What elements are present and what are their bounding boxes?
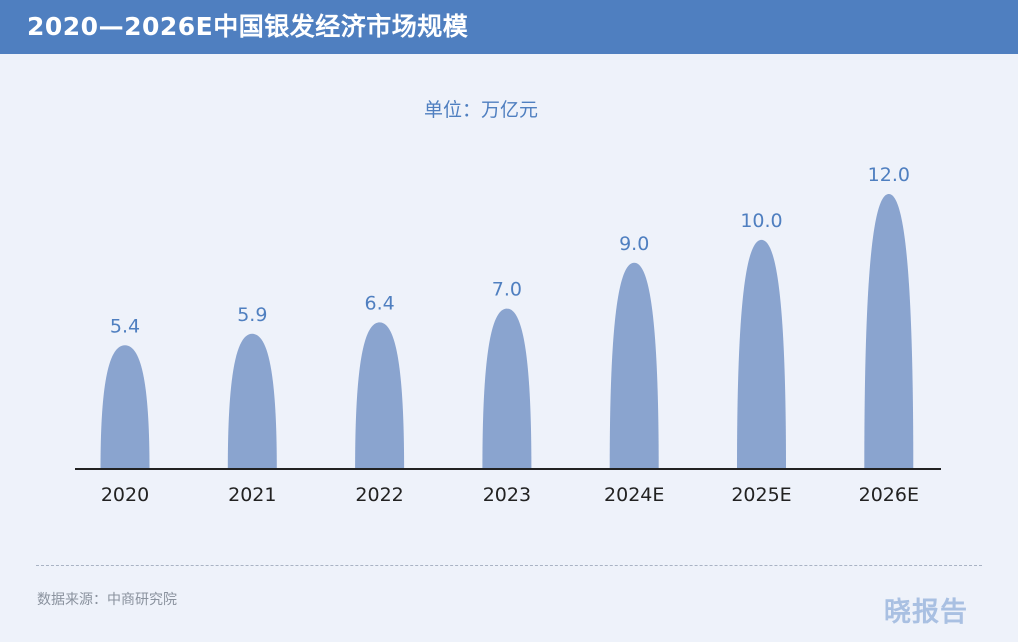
bar-2023	[482, 308, 532, 469]
x-tick-label-2022: 2022	[355, 484, 403, 506]
bar-2025E	[737, 239, 786, 469]
x-tick-label-2020: 2020	[101, 484, 149, 506]
value-label-2024E: 9.0	[619, 233, 649, 255]
x-tick-label-2026E: 2026E	[859, 484, 919, 506]
source-note: 数据来源：中商研究院	[37, 592, 177, 608]
value-label-2021: 5.9	[237, 304, 267, 326]
watermark-logo: 晓报告	[884, 597, 968, 628]
value-label-2025E: 10.0	[740, 210, 782, 232]
bar-2021	[227, 333, 277, 469]
unit-label: 单位：万亿元	[423, 99, 538, 121]
value-label-2020: 5.4	[110, 315, 140, 337]
bar-2022	[355, 322, 405, 469]
dashed-divider	[36, 565, 982, 566]
value-label-2022: 6.4	[364, 292, 394, 314]
title-bar: 2020—2026E中国银发经济市场规模	[0, 0, 1018, 54]
value-label-2023: 7.0	[492, 279, 522, 301]
x-tick-label-2023: 2023	[483, 484, 531, 506]
value-label-2026E: 12.0	[868, 164, 910, 186]
chart-title: 2020—2026E中国银发经济市场规模	[27, 12, 469, 41]
bar-2024E	[609, 262, 659, 469]
x-tick-label-2025E: 2025E	[731, 484, 791, 506]
bar-chart: 5.4 2020 5.9 2021 6.4 2022 7.0 2023 9.0 2024E 10.0…	[75, 164, 941, 506]
bar-2026E	[864, 194, 914, 469]
x-tick-label-2024E: 2024E	[604, 484, 664, 506]
x-tick-label-2021: 2021	[228, 484, 276, 506]
bar-2020	[100, 345, 150, 469]
